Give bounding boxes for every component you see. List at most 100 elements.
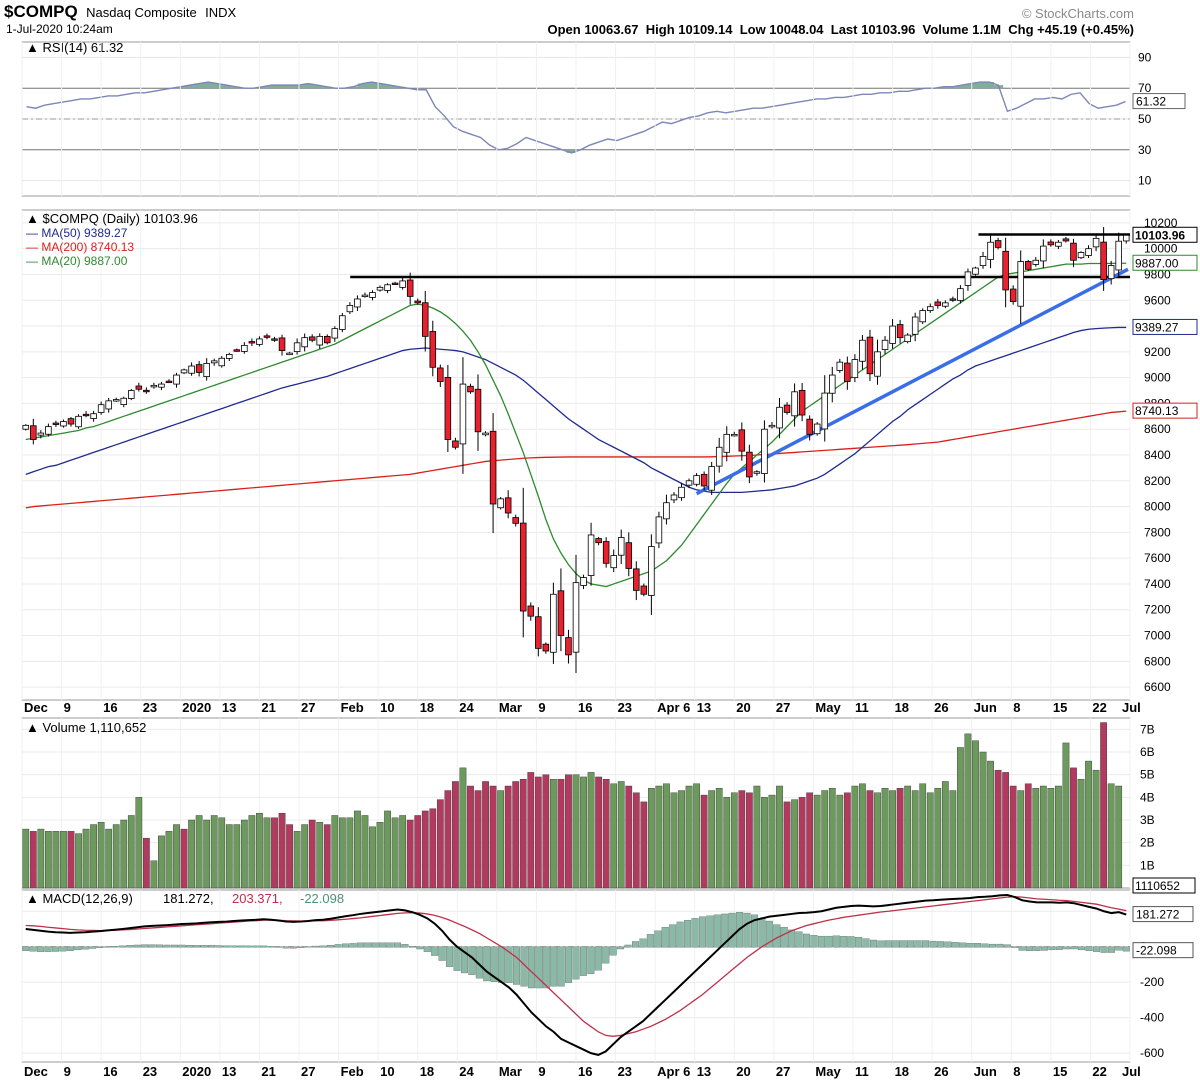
candle-body bbox=[859, 339, 866, 362]
volume-bar bbox=[120, 819, 128, 889]
candle-body bbox=[482, 432, 489, 436]
candle-body bbox=[173, 374, 180, 385]
macd-histogram-bar bbox=[237, 945, 245, 948]
macd-histogram-bar bbox=[646, 934, 654, 948]
macd-histogram-bar bbox=[624, 944, 632, 948]
candle-body bbox=[97, 404, 105, 413]
x-axis-label-bottom: Dec bbox=[24, 1064, 48, 1079]
volume-bar bbox=[1107, 783, 1115, 889]
volume-bar bbox=[180, 828, 188, 889]
volume-tick-label: 4B bbox=[1140, 790, 1155, 804]
macd-histogram-bar bbox=[1085, 946, 1093, 951]
candle-body bbox=[497, 498, 504, 509]
price-tag-box bbox=[1132, 402, 1198, 419]
volume-bar bbox=[610, 783, 618, 889]
macd-histogram-bar bbox=[914, 940, 922, 948]
macd-histogram-bar bbox=[773, 924, 781, 948]
volume-bar bbox=[338, 817, 346, 889]
candle-body bbox=[519, 522, 527, 612]
volume-bar bbox=[843, 792, 851, 889]
volume-bar bbox=[648, 788, 655, 889]
candle-body bbox=[761, 428, 768, 474]
candle-body bbox=[128, 390, 135, 399]
candle-body bbox=[829, 374, 836, 394]
volume-bar bbox=[512, 781, 520, 889]
macd-histogram-bar bbox=[1055, 946, 1063, 950]
macd-histogram-bar bbox=[1033, 946, 1041, 951]
macd-line bbox=[25, 893, 1127, 1056]
candle-body bbox=[633, 568, 640, 591]
macd-histogram-bar bbox=[706, 915, 714, 948]
x-axis-label: Dec bbox=[24, 700, 48, 715]
x-axis-label: 9 bbox=[538, 700, 545, 715]
macd-histogram-bar bbox=[193, 945, 201, 948]
price-tick-label: 8600 bbox=[1144, 422, 1171, 436]
macd-legend-histogram: -22.098 bbox=[300, 891, 344, 906]
macd-histogram-bar bbox=[1115, 946, 1123, 951]
macd-histogram-bar bbox=[1070, 946, 1078, 950]
x-axis-label-bottom: 22 bbox=[1092, 1064, 1106, 1079]
x-axis-label-bottom: 15 bbox=[1053, 1064, 1067, 1079]
macd-histogram-bar bbox=[981, 943, 989, 948]
volume-bar bbox=[127, 815, 135, 889]
volume-bar bbox=[278, 813, 286, 889]
candle-body bbox=[489, 430, 497, 505]
x-axis-label: 11 bbox=[855, 700, 869, 715]
x-axis-label-bottom: 16 bbox=[103, 1064, 117, 1079]
volume-bar bbox=[225, 824, 233, 889]
candle-body bbox=[512, 517, 519, 524]
candle-body bbox=[165, 380, 173, 384]
macd-tick-label: -600 bbox=[1140, 1046, 1164, 1060]
volume-bar bbox=[1062, 742, 1070, 889]
macd-histogram-bar bbox=[788, 929, 796, 948]
macd-histogram-bar bbox=[394, 942, 402, 948]
volume-bar bbox=[957, 747, 964, 889]
macd-histogram-bar bbox=[1011, 946, 1019, 948]
volume-bar bbox=[414, 815, 422, 889]
macd-histogram-bar bbox=[156, 944, 164, 948]
x-axis-label-bottom: 10 bbox=[380, 1064, 394, 1079]
x-axis-label: 2020 bbox=[182, 700, 211, 715]
volume-bar bbox=[821, 790, 829, 889]
legend-ma200: — MA(200) 8740.13 bbox=[26, 240, 134, 254]
volume-bar bbox=[444, 790, 452, 889]
macd-histogram-bar bbox=[899, 940, 907, 948]
volume-bar bbox=[346, 817, 354, 889]
macd-histogram-bar bbox=[617, 946, 625, 950]
volume-tick-label: 2B bbox=[1140, 836, 1155, 850]
macd-histogram-bar bbox=[51, 946, 59, 952]
candle-body bbox=[723, 433, 731, 453]
x-axis-label-bottom: 11 bbox=[855, 1064, 869, 1079]
volume-bar bbox=[29, 831, 37, 889]
watermark: © StockCharts.com bbox=[1021, 6, 1134, 21]
macd-histogram-bar bbox=[275, 946, 283, 948]
candle-body bbox=[527, 605, 535, 617]
macd-histogram-bar bbox=[460, 946, 468, 974]
macd-histogram-bar bbox=[1048, 946, 1056, 951]
macd-histogram-bar bbox=[200, 945, 208, 948]
candle-body bbox=[889, 325, 896, 344]
candle-body bbox=[414, 300, 421, 304]
volume-bar bbox=[421, 810, 429, 889]
candle-body bbox=[180, 369, 188, 374]
x-axis-label-bottom: 8 bbox=[1013, 1064, 1020, 1079]
macd-histogram-bar bbox=[163, 944, 171, 948]
macd-histogram-bar bbox=[230, 945, 238, 948]
volume-bar bbox=[1017, 790, 1025, 889]
price-tag-value: 10103.96 bbox=[1135, 228, 1185, 242]
x-axis-label: 16 bbox=[578, 700, 592, 715]
candle-body bbox=[595, 538, 602, 544]
volume-bar bbox=[542, 774, 550, 889]
macd-histogram-bar bbox=[654, 930, 662, 948]
volume-bar bbox=[150, 860, 158, 889]
candle-body bbox=[188, 365, 195, 374]
macd-last-box bbox=[1132, 942, 1194, 959]
volume-bar bbox=[489, 785, 497, 889]
volume-bar bbox=[376, 822, 384, 889]
candle-body bbox=[1100, 241, 1107, 281]
volume-bar bbox=[979, 751, 987, 889]
candle-body bbox=[301, 337, 308, 348]
volume-bar bbox=[1115, 785, 1123, 889]
candle-body bbox=[67, 418, 75, 425]
candle-body bbox=[37, 432, 45, 436]
